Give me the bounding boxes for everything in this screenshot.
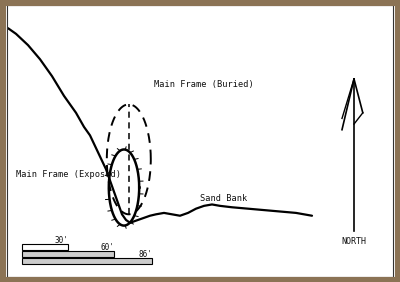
Text: 86': 86': [138, 250, 152, 259]
Bar: [22, 251, 114, 257]
Text: Main Frame (Exposed): Main Frame (Exposed): [16, 170, 121, 179]
Text: 30': 30': [54, 235, 68, 244]
Text: Sand Bank: Sand Bank: [200, 194, 247, 203]
Text: 60': 60': [100, 243, 114, 252]
Text: NORTH: NORTH: [342, 237, 366, 246]
Bar: [22, 258, 152, 264]
Text: Main Frame (Buried): Main Frame (Buried): [154, 80, 254, 89]
Bar: [22, 244, 68, 250]
